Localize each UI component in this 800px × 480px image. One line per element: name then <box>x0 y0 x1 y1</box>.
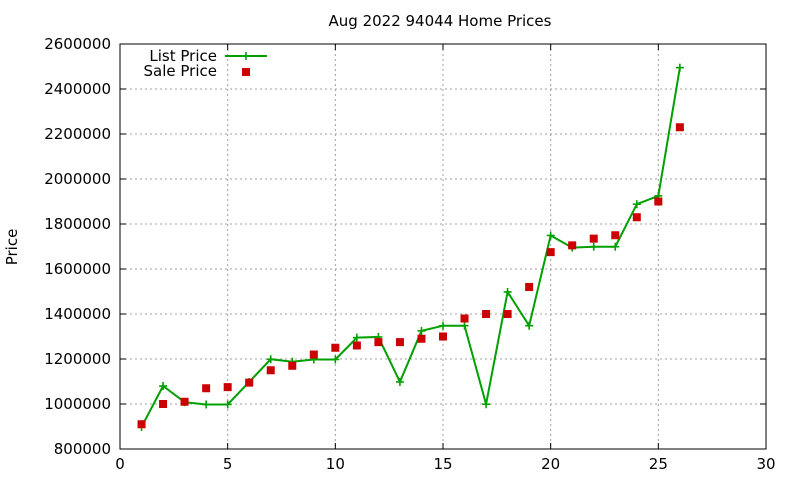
sale-price-point <box>568 241 577 250</box>
list-price-point <box>352 333 361 342</box>
list-price-point <box>546 231 555 240</box>
sale-price-point <box>460 314 469 323</box>
x-tick-label: 30 <box>756 455 775 473</box>
list-price-point <box>331 355 340 364</box>
list-price-point <box>439 321 447 330</box>
chart-title: Aug 2022 94044 Home Prices <box>329 12 552 30</box>
y-tick-label: 2400000 <box>44 80 111 98</box>
grid <box>120 44 766 449</box>
sale-price-point <box>546 248 555 257</box>
list-price-point <box>525 321 534 330</box>
sale-price-point <box>611 231 620 240</box>
y-tick-label: 1200000 <box>44 350 111 368</box>
x-tick-label: 20 <box>541 455 560 473</box>
sale-price-point <box>223 383 232 392</box>
legend: List Price Sale Price <box>144 47 267 80</box>
sale-price-point <box>245 378 254 387</box>
y-tick-label: 2200000 <box>44 125 111 143</box>
list-price-point <box>417 326 426 335</box>
x-tick-labels: 0 5 10 15 20 25 30 <box>115 455 775 473</box>
legend-label-sale-price: Sale Price <box>144 62 217 80</box>
y-tick-label: 1800000 <box>44 215 111 233</box>
legend-plus-marker <box>242 52 250 60</box>
y-tick-label: 1600000 <box>44 260 111 278</box>
list-price-point <box>611 242 620 251</box>
list-price-point <box>395 377 404 386</box>
sale-price-point <box>202 384 211 393</box>
y-axis-label: Price <box>3 229 21 266</box>
tick-marks <box>119 43 767 450</box>
sale-price-point <box>395 338 404 347</box>
sale-price-point <box>159 400 168 408</box>
list-price-point <box>482 400 491 409</box>
x-tick-label: 10 <box>326 455 345 473</box>
x-tick-label: 0 <box>115 455 125 473</box>
y-tick-label: 1000000 <box>44 395 111 413</box>
list-price-point <box>159 382 168 390</box>
sale-price-point <box>309 350 318 359</box>
list-price-point <box>202 400 211 409</box>
legend-swatch-sale-price <box>242 68 250 76</box>
legend-swatch-list-price <box>225 52 267 60</box>
series-layer <box>137 63 684 431</box>
sale-price-point <box>137 420 146 429</box>
sale-price-point <box>266 366 275 375</box>
list-price-point <box>503 287 512 296</box>
list-price-point <box>675 63 684 72</box>
list-price-point <box>632 200 641 209</box>
list-price-point <box>266 355 275 364</box>
x-tick-label: 25 <box>649 455 668 473</box>
sale-price-point <box>482 310 491 318</box>
legend-label-list-price: List Price <box>149 47 217 65</box>
sale-price-point <box>374 338 383 347</box>
sale-price-point <box>525 283 534 291</box>
y-tick-label: 1400000 <box>44 305 111 323</box>
sale-price-point <box>352 341 361 350</box>
y-tick-label: 2000000 <box>44 170 111 188</box>
sale-price-point <box>503 310 512 318</box>
sale-price-point <box>632 213 641 222</box>
y-tick-labels: 800000 1000000 1200000 1400000 1600000 180000… <box>44 35 111 458</box>
list-price-point <box>223 400 232 409</box>
sale-price-point <box>180 397 189 406</box>
sale-price-point <box>417 334 426 343</box>
sale-price-point <box>654 197 663 206</box>
list-price-line <box>140 67 681 428</box>
legend-square-marker <box>242 68 250 76</box>
x-tick-label: 5 <box>223 455 233 473</box>
sale-price-point <box>439 332 447 341</box>
y-tick-label: 2600000 <box>44 35 111 53</box>
sale-price-point <box>288 361 297 370</box>
x-tick-label: 15 <box>433 455 452 473</box>
sale-price-point <box>675 123 684 132</box>
sale-price-point <box>331 343 340 352</box>
list-price-point <box>589 242 598 251</box>
list-price-point <box>460 321 469 330</box>
y-tick-label: 800000 <box>54 440 111 458</box>
sale-price-point <box>589 234 598 243</box>
